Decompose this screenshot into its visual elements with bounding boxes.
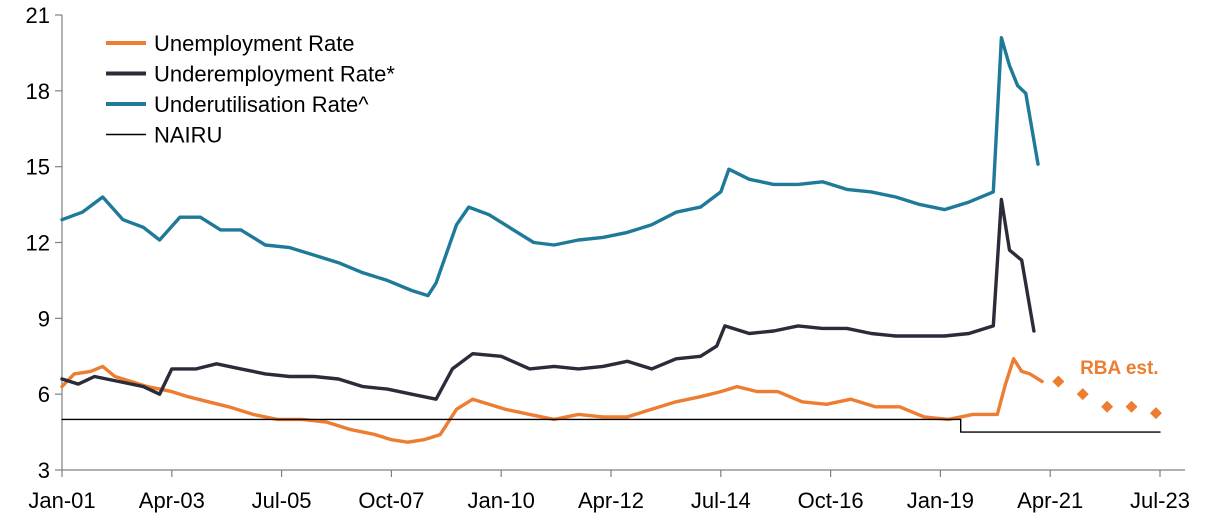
axes: 3 6 9 12 15 18 21 Jan-01 Apr-03 Jul-05 Oct-07 Jan-1… — [26, 3, 1190, 513]
unemployment-rate-line — [60, 357, 1044, 444]
legend-label: Underemployment Rate* — [154, 62, 395, 87]
rba-estimate-marker — [1052, 375, 1065, 388]
underutilisation-rate-line — [60, 36, 1040, 298]
legend: Unemployment Rate Underemployment Rate* Un… — [106, 31, 395, 148]
rba-estimate-marker — [1101, 400, 1114, 413]
x-tick-label: Apr-03 — [139, 488, 205, 513]
x-tick-label: Jan-01 — [28, 488, 95, 513]
x-tick-label: Jul-23 — [1130, 488, 1190, 513]
y-tick-label: 9 — [38, 306, 50, 331]
x-tick-label: Jan-19 — [907, 488, 974, 513]
y-tick-label: 21 — [26, 3, 50, 28]
rba-estimate-marker — [1076, 388, 1089, 401]
x-tick-label: Jan-10 — [468, 488, 535, 513]
x-tick-label: Oct-07 — [358, 488, 424, 513]
rba-estimate-marker — [1125, 400, 1138, 413]
y-tick-label: 12 — [26, 231, 50, 256]
underemployment-rate-line — [60, 197, 1036, 401]
legend-label: Unemployment Rate — [154, 31, 355, 56]
legend-label: NAIRU — [154, 123, 222, 148]
rba-estimate-marker — [1149, 407, 1162, 420]
x-tick-label: Oct-16 — [798, 488, 864, 513]
y-tick-label: 6 — [38, 382, 50, 407]
y-tick-label: 18 — [26, 79, 50, 104]
legend-label: Underutilisation Rate^ — [154, 92, 369, 117]
x-tick-label: Apr-21 — [1017, 488, 1083, 513]
rba-estimate-label: RBA est. — [1080, 358, 1158, 379]
y-tick-label: 3 — [38, 458, 50, 483]
y-tick-label: 15 — [26, 155, 50, 180]
x-tick-label: Apr-12 — [578, 488, 644, 513]
x-tick-label: Jul-14 — [691, 488, 751, 513]
x-tick-label: Jul-05 — [252, 488, 312, 513]
annotations: RBA est. — [1080, 358, 1158, 379]
series-layer — [60, 36, 1162, 444]
nairu-line — [61, 418, 1161, 433]
